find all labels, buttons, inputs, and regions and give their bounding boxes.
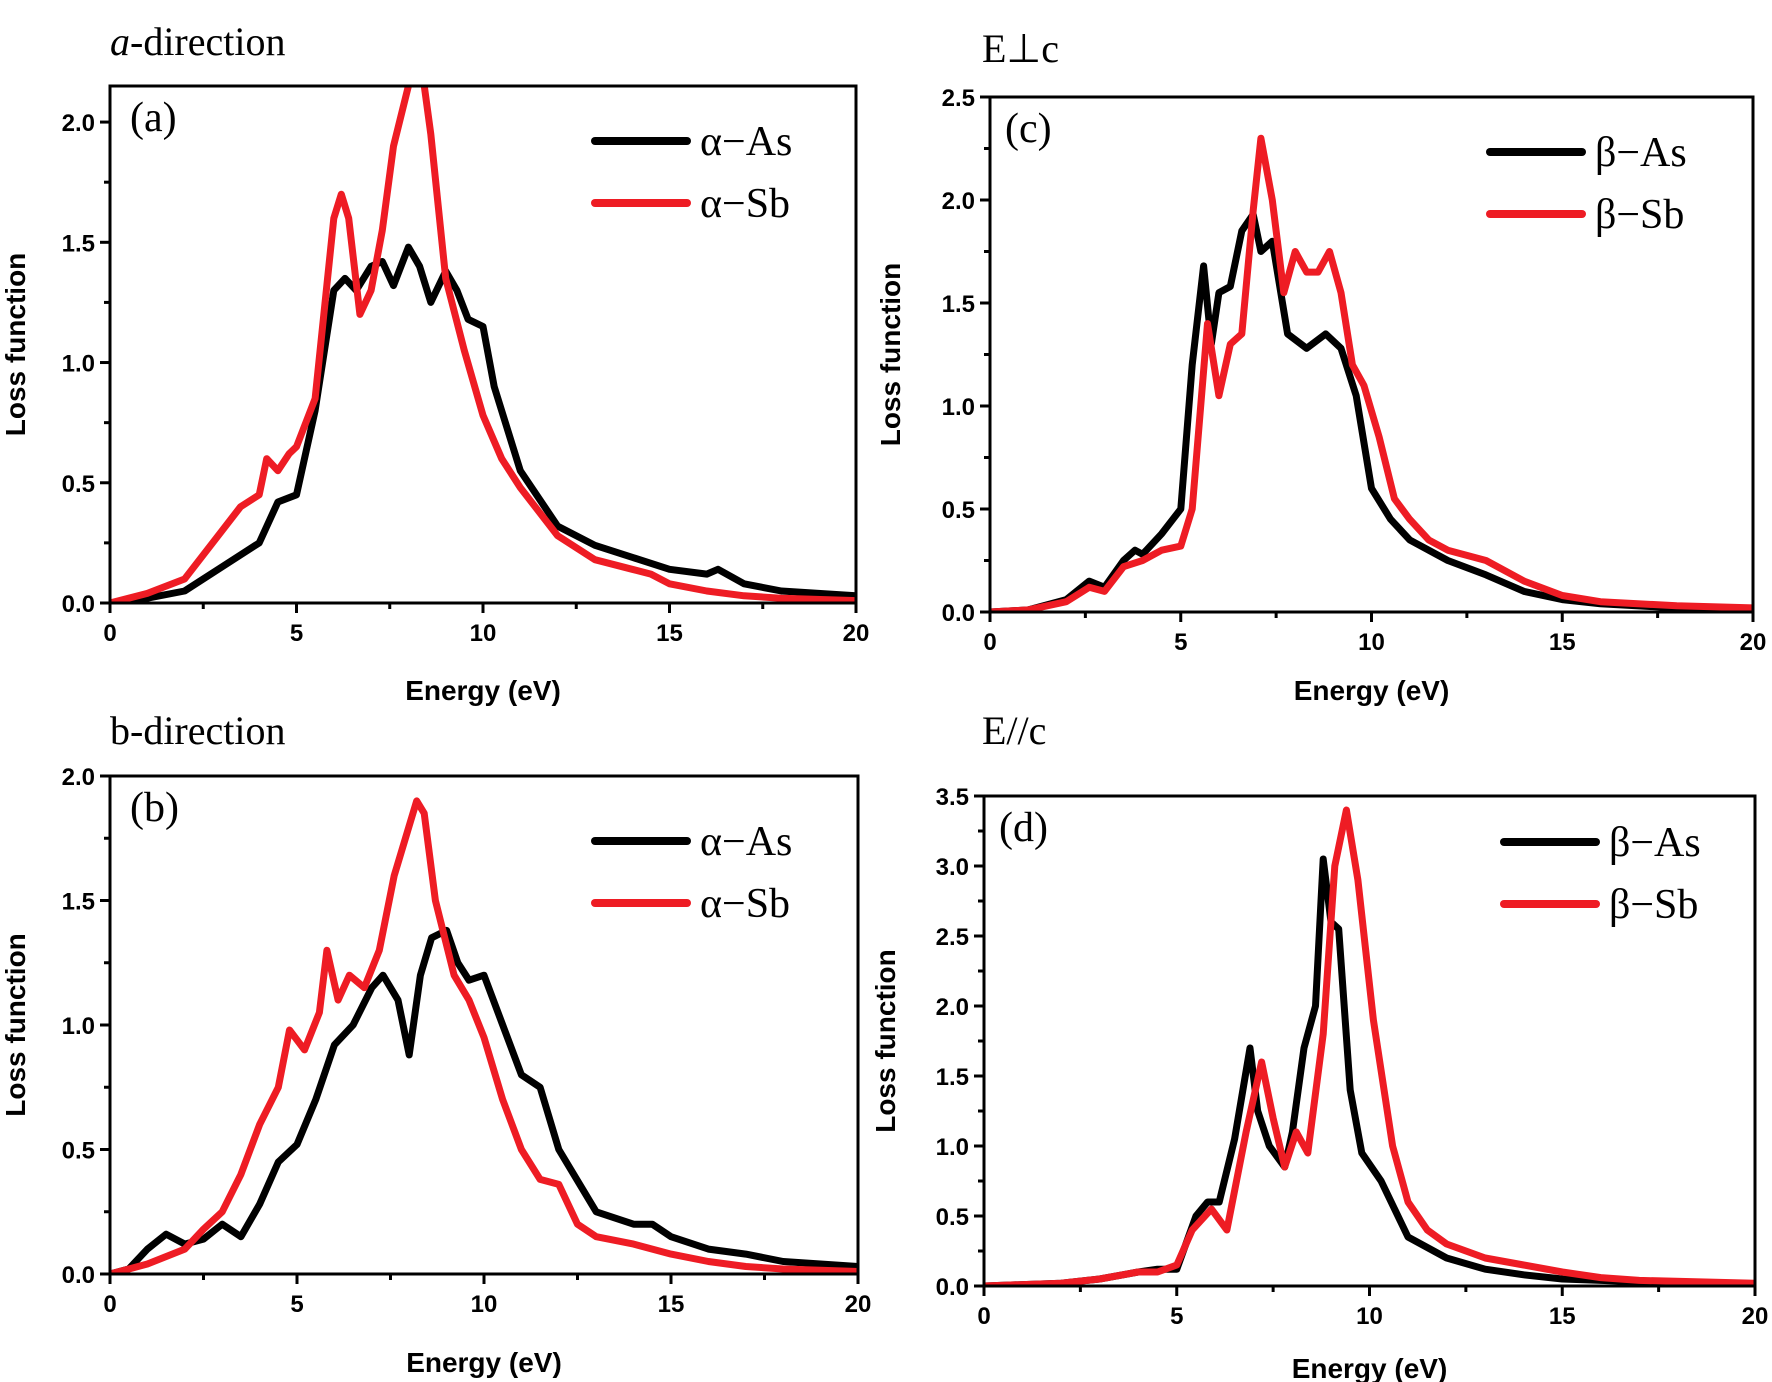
x-tick-label-a: 0	[103, 620, 116, 647]
series-line-c-1	[990, 134, 1753, 612]
panel-a-title-rest: -direction	[130, 19, 286, 64]
panel-letter-b: (b)	[130, 785, 179, 831]
legend-label-b-1: α−Sb	[700, 881, 790, 927]
y-tick-label-d: 2.0	[936, 994, 969, 1021]
legend-label-b-0: α−As	[700, 819, 792, 865]
y-tick-label-c: 0.5	[942, 497, 975, 524]
x-axis-title-a: Energy (eV)	[405, 675, 561, 706]
y-tick-label-a: 0.5	[62, 471, 95, 498]
series-line-c-0	[990, 210, 1753, 612]
y-axis-title-c: Loss function	[875, 263, 906, 447]
y-tick-label-d: 1.0	[936, 1134, 969, 1161]
series-line-b-1	[110, 797, 858, 1274]
x-tick-label-b: 5	[290, 1291, 303, 1318]
x-tick-label-c: 0	[983, 629, 996, 656]
y-tick-label-c: 1.5	[942, 291, 975, 318]
panel-a: a-direction 0 5 10 15 20 0.0 0.5 1.0 1.5 2.0 Energ…	[0, 19, 869, 706]
legend-label-a-0: α−As	[700, 119, 792, 165]
y-tick-label-d: 0.0	[936, 1274, 969, 1301]
x-tick-label-c: 20	[1740, 629, 1767, 656]
panel-c: E⊥c 0 5 10 15 20 0.0 0.5 1.0 1.5 2.0 2.5 Energy (eV…	[875, 26, 1766, 706]
y-tick-label-b: 1.0	[62, 1013, 95, 1040]
legend-label-c-1: β−Sb	[1595, 192, 1684, 238]
panel-d: E//c 0 5 10 15 20 0.0 0.5 1.0 1.5 2.0 2.5 3.0 3.5 Ene…	[870, 708, 1768, 1382]
panel-b-title: b-direction	[110, 708, 286, 753]
legend-label-d-0: β−As	[1609, 820, 1701, 866]
y-tick-label-d: 0.5	[936, 1204, 969, 1231]
y-tick-label-b: 1.5	[62, 889, 95, 916]
y-tick-label-c: 0.0	[942, 600, 975, 627]
panel-a-title-italic: a	[110, 19, 130, 64]
x-tick-label-c: 15	[1549, 629, 1576, 656]
x-tick-label-a: 10	[470, 620, 497, 647]
panel-a-title: a-direction	[110, 19, 286, 64]
y-axis-title-b: Loss function	[0, 933, 31, 1117]
y-tick-label-d: 3.0	[936, 854, 969, 881]
x-axis-title-b: Energy (eV)	[406, 1347, 562, 1378]
series-line-a-0	[110, 243, 856, 603]
y-tick-label-b: 0.0	[62, 1262, 95, 1289]
x-tick-label-a: 20	[843, 620, 870, 647]
panel-letter-d: (d)	[999, 805, 1048, 851]
x-tick-label-d: 10	[1356, 1303, 1383, 1330]
legend-label-d-1: β−Sb	[1609, 882, 1698, 928]
x-tick-label-c: 5	[1174, 629, 1187, 656]
y-tick-label-a: 1.5	[62, 230, 95, 257]
y-axis-title-d: Loss function	[870, 949, 901, 1133]
series-line-d-1	[984, 806, 1755, 1286]
x-tick-label-d: 15	[1549, 1303, 1576, 1330]
x-tick-label-d: 20	[1742, 1303, 1769, 1330]
panel-letter-a: (a)	[130, 95, 177, 141]
panel-c-title: E⊥c	[982, 26, 1059, 71]
y-tick-label-b: 0.5	[62, 1138, 95, 1165]
x-tick-label-d: 5	[1170, 1303, 1183, 1330]
x-tick-label-a: 5	[290, 620, 303, 647]
series-line-b-0	[110, 926, 858, 1274]
x-tick-label-d: 0	[977, 1303, 990, 1330]
y-tick-label-c: 1.0	[942, 394, 975, 421]
x-tick-label-c: 10	[1358, 629, 1385, 656]
y-tick-label-d: 2.5	[936, 924, 969, 951]
y-tick-label-c: 2.0	[942, 188, 975, 215]
panel-b: b-direction 0 5 10 15 20 0.0 0.5 1.0 1.5 2.0 Energ…	[0, 708, 871, 1378]
plot-frame-d	[982, 794, 1757, 1288]
legend-label-c-0: β−As	[1595, 130, 1687, 176]
y-tick-label-c: 2.5	[942, 85, 975, 112]
y-tick-label-a: 2.0	[62, 110, 95, 137]
x-tick-label-b: 20	[845, 1291, 872, 1318]
x-tick-label-b: 10	[471, 1291, 498, 1318]
y-tick-label-a: 0.0	[62, 591, 95, 618]
y-axis-title-a: Loss function	[0, 253, 31, 437]
series-line-a-1	[110, 86, 856, 603]
x-axis-title-c: Energy (eV)	[1294, 675, 1450, 706]
panel-letter-c: (c)	[1005, 106, 1052, 152]
legend-label-a-1: α−Sb	[700, 181, 790, 227]
x-tick-label-b: 0	[103, 1291, 116, 1318]
panel-d-title: E//c	[982, 708, 1046, 753]
y-tick-label-d: 3.5	[936, 784, 969, 811]
x-axis-title-d: Energy (eV)	[1292, 1353, 1448, 1382]
y-tick-label-d: 1.5	[936, 1064, 969, 1091]
y-tick-label-a: 1.0	[62, 351, 95, 378]
y-tick-label-b: 2.0	[62, 764, 95, 791]
x-tick-label-b: 15	[658, 1291, 685, 1318]
x-tick-label-a: 15	[656, 620, 683, 647]
